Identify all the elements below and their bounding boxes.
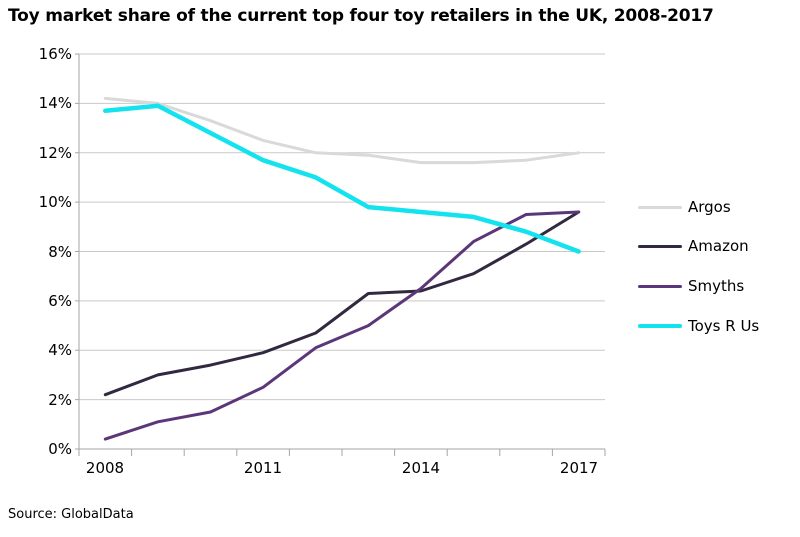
y-axis-label: 8%	[48, 243, 72, 261]
legend-label: Argos	[688, 198, 731, 216]
argos-line-swatch	[638, 205, 682, 209]
legend-label: Amazon	[688, 237, 749, 255]
y-axis-label: 16%	[38, 45, 72, 63]
series-line-argos	[103, 96, 581, 165]
legend-label: Smyths	[688, 277, 745, 295]
y-axis-label: 10%	[38, 193, 72, 211]
x-axis-label: 2008	[85, 459, 125, 477]
y-axis-label: 2%	[48, 391, 72, 409]
legend-item-toys-r-us: Toys R Us	[638, 315, 800, 337]
series-line-toys-r-us	[103, 103, 581, 254]
amazon-line-swatch	[638, 244, 682, 248]
smyths-line-swatch	[638, 284, 682, 288]
chart-title: Toy market share of the current top four…	[8, 6, 714, 26]
legend-item-amazon: Amazon	[638, 235, 800, 257]
x-axis-label: 2017	[559, 459, 599, 477]
x-axis-label: 2011	[243, 459, 283, 477]
y-axis-label: 4%	[48, 341, 72, 359]
series-line-smyths	[103, 210, 581, 441]
legend-label: Toys R Us	[688, 317, 760, 335]
legend-item-argos: Argos	[638, 196, 800, 218]
toys-r-us-line-swatch	[638, 323, 682, 329]
legend-item-smyths: Smyths	[638, 275, 800, 297]
y-axis-label: 14%	[38, 94, 72, 112]
legend: Argos Amazon Smyths Toys R Us	[638, 0, 800, 537]
y-axis-label: 6%	[48, 292, 72, 310]
source-credit: Source: GlobalData	[8, 507, 134, 522]
y-axis-label: 0%	[48, 440, 72, 458]
y-axis-label: 12%	[38, 144, 72, 162]
x-axis-label: 2014	[401, 459, 441, 477]
series-line-amazon	[103, 210, 581, 397]
